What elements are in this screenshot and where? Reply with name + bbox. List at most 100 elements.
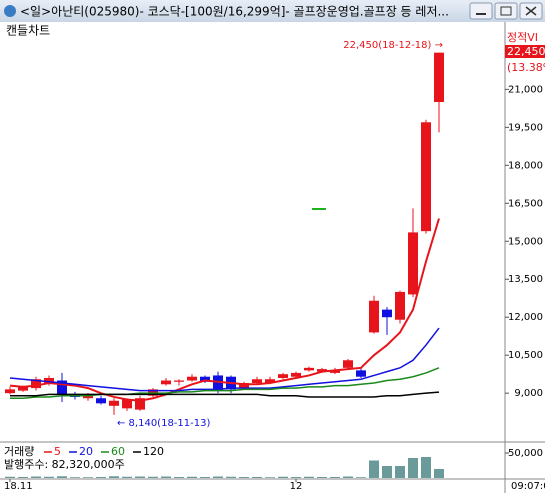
candle-body [135,398,145,410]
volume-tick-label: 50,000 [508,448,543,459]
volume-bar [395,466,405,478]
app-icon [4,5,16,17]
y-tick-label: 13,500 [508,274,543,285]
legend-label: 60 [111,445,125,458]
candle-body [330,370,340,373]
y-tick-label: 15,000 [508,236,543,247]
candle-body [304,367,314,371]
y-tick-label: 10,500 [508,350,543,361]
candle-body [317,369,327,372]
shares-issued: 발행주수: 82,320,000주 [4,458,125,471]
clock: 09:07:0 [511,481,545,492]
volume-bar [44,476,54,478]
volume-bar [148,476,158,478]
current-price: 22,450 [507,45,545,58]
annotation-low: ← 8,140(18-11-13) [117,418,210,429]
candle-body [31,379,41,389]
y-tick-label: 9,000 [514,388,543,399]
candle-body [356,370,366,377]
volume-bar [434,469,444,478]
volume-bar [265,477,275,478]
volume-bar [109,476,119,478]
candle-body [239,383,249,389]
volume-bar [226,476,236,478]
volume-bar [187,476,197,478]
moving-average-line [10,391,440,398]
volume-bar [330,477,340,478]
candle-body [161,380,171,385]
volume-bar [70,477,80,478]
y-tick-label: 16,500 [508,198,543,209]
volume-bar [356,477,366,478]
candle-body [382,309,392,318]
candle-body [18,386,28,391]
y-tick-label: 19,500 [508,122,543,133]
candle-body [265,379,275,384]
candle-body [174,380,184,382]
candle-body [57,380,67,395]
candle-body [200,376,210,382]
close-icon [525,6,537,16]
volume-bar [57,476,67,478]
volume-bar [5,476,15,478]
candle-body [187,376,197,381]
x-tick-label: 18.11 [4,481,33,492]
volume-bar [317,477,327,478]
candle-body [291,372,301,377]
volume-bar [213,476,223,478]
volume-bar [83,477,93,478]
minimize-button[interactable] [469,2,493,20]
change-rate: (13.38%) [507,61,545,74]
candle-body [434,52,444,103]
volume-bar [408,458,418,478]
candle-body [343,360,353,368]
candle-body [83,395,93,399]
annotation-high: 22,450(18-12-18) → [343,40,443,51]
volume-bar [31,476,41,478]
candle-body [5,389,15,394]
moving-average-line [9,218,440,402]
volume-bar [252,477,262,478]
volume-bar [304,476,314,478]
title-bar [0,0,545,22]
marker [312,208,326,210]
y-tick-label: 21,000 [508,84,543,95]
tab-label[interactable]: 캔들차트 [6,24,50,38]
candle-body [395,291,405,320]
candle-body [421,122,431,232]
candle-body [122,399,132,409]
maximize-button[interactable] [494,2,518,20]
moving-average-line [10,367,440,399]
volume-bar [382,466,392,478]
candle-body [96,398,106,404]
candle-body [408,232,418,295]
volume-legend: 거래량 [4,445,34,458]
x-tick-label: 12 [290,481,303,492]
volume-bar [239,477,249,478]
volume-bar [369,460,379,478]
window-title: <일>아난티(025980)- 코스닥-[100원/16,299억]- 골프장운… [20,5,449,19]
legend-label: 120 [143,445,164,458]
legend-label: 20 [79,445,93,458]
candle-body [252,379,262,384]
volume-bar [343,476,353,478]
y-tick-label: 12,000 [508,312,543,323]
volume-bar [135,476,145,478]
volume-bar [200,477,210,478]
volume-bar [421,457,431,478]
vi-status: 정적VI [507,31,538,44]
candle-body [109,400,119,406]
volume-bar [122,476,132,478]
volume-bar [96,477,106,478]
candle-body [44,377,54,384]
maximize-icon [500,6,512,16]
candle-body [369,300,379,333]
y-tick-label: 18,000 [508,160,543,171]
volume-bar [278,476,288,478]
candle-body [278,374,288,378]
candle-body [213,375,223,391]
price-box [505,45,545,58]
volume-bar [161,476,171,478]
volume-bar [18,477,28,478]
